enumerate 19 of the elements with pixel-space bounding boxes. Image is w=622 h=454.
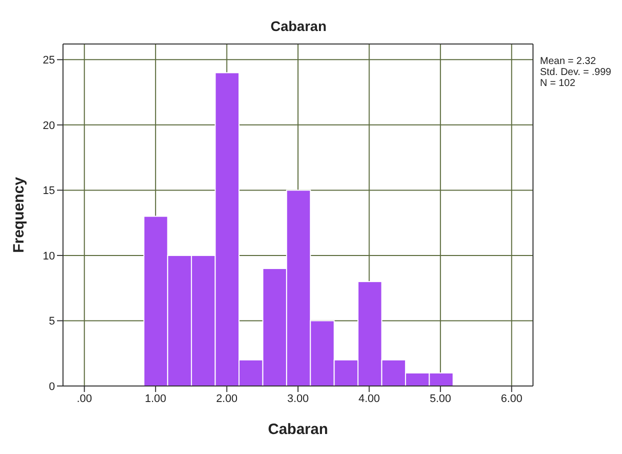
x-tick-label: 5.00 <box>430 392 452 405</box>
x-tick-label: .00 <box>76 392 92 405</box>
y-tick-label: 20 <box>42 120 55 132</box>
y-tick-label: 25 <box>42 54 55 67</box>
y-tick-label: 15 <box>42 185 55 198</box>
y-tick-label: 5 <box>48 316 55 328</box>
text: N = 102 <box>540 78 576 89</box>
y-tick-label: 0 <box>48 380 55 393</box>
text: Mean = 2.32 <box>540 56 597 67</box>
y-tick-label: 10 <box>42 250 55 262</box>
x-axis-title: Cabaran <box>268 421 328 438</box>
x-tick-label: 1.00 <box>144 392 166 405</box>
x-tick-label: 2.00 <box>216 392 238 405</box>
y-axis-title: Frequency <box>10 176 28 253</box>
x-tick-label: 4.00 <box>358 392 380 405</box>
x-tick-label: 3.00 <box>287 392 309 405</box>
x-tick-label: 6.00 <box>500 392 522 405</box>
text: Std. Dev. = .999 <box>540 67 612 78</box>
chart-title: Cabaran <box>269 18 328 34</box>
